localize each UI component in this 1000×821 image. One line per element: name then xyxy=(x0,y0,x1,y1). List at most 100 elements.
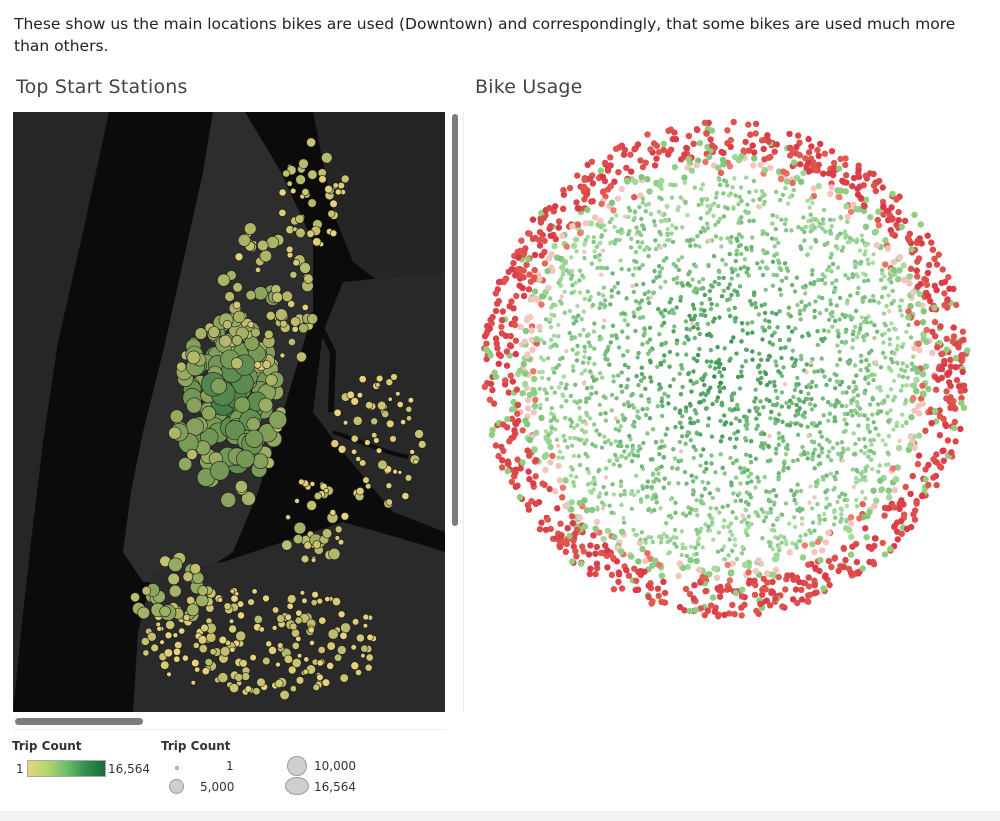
station-marker[interactable] xyxy=(258,397,274,413)
bike-bubble[interactable] xyxy=(695,321,700,327)
bike-bubble[interactable] xyxy=(629,236,634,241)
bike-bubble[interactable] xyxy=(531,288,539,295)
bike-bubble[interactable] xyxy=(742,517,747,522)
bike-bubble[interactable] xyxy=(840,450,845,456)
bike-bubble[interactable] xyxy=(634,225,639,230)
bike-bubble[interactable] xyxy=(744,347,750,353)
station-marker[interactable] xyxy=(340,622,351,634)
bike-bubble[interactable] xyxy=(885,411,890,416)
bike-bubble[interactable] xyxy=(886,462,891,467)
bike-bubble[interactable] xyxy=(702,308,707,313)
bike-bubble[interactable] xyxy=(739,198,744,204)
bike-bubble[interactable] xyxy=(674,305,679,310)
bike-bubble[interactable] xyxy=(608,441,614,447)
bike-bubble[interactable] xyxy=(597,258,602,263)
station-marker[interactable] xyxy=(303,273,314,284)
bike-bubble[interactable] xyxy=(584,396,589,401)
bike-bubble[interactable] xyxy=(528,336,535,344)
bike-bubble[interactable] xyxy=(895,217,902,224)
station-marker[interactable] xyxy=(182,571,194,583)
bike-bubble[interactable] xyxy=(762,474,767,480)
bike-bubble[interactable] xyxy=(698,463,703,468)
bike-bubble[interactable] xyxy=(786,338,792,343)
station-marker[interactable] xyxy=(385,378,394,387)
bike-bubble[interactable] xyxy=(593,518,601,526)
bike-bubble[interactable] xyxy=(546,204,553,212)
bike-bubble[interactable] xyxy=(647,337,653,342)
bike-bubble[interactable] xyxy=(660,403,665,409)
map-vertical-scrollbar[interactable] xyxy=(447,112,464,712)
bike-bubble[interactable] xyxy=(637,266,642,271)
bike-bubble[interactable] xyxy=(858,322,863,327)
bike-bubble[interactable] xyxy=(760,145,767,153)
station-marker[interactable] xyxy=(256,677,266,687)
station-marker[interactable] xyxy=(265,640,273,648)
bike-bubble[interactable] xyxy=(899,313,905,318)
bike-bubble[interactable] xyxy=(618,528,626,535)
bike-bubble[interactable] xyxy=(605,348,610,353)
bike-bubble[interactable] xyxy=(570,283,575,288)
bike-bubble[interactable] xyxy=(931,318,939,326)
bike-bubble[interactable] xyxy=(520,360,527,368)
bike-bubble[interactable] xyxy=(487,380,495,387)
bike-bubble[interactable] xyxy=(705,203,710,209)
bike-bubble[interactable] xyxy=(789,356,795,361)
bike-bubble[interactable] xyxy=(559,484,567,491)
bike-bubble[interactable] xyxy=(639,371,645,377)
station-marker[interactable] xyxy=(339,631,348,640)
bike-bubble[interactable] xyxy=(654,585,662,592)
bike-bubble[interactable] xyxy=(898,308,903,313)
bike-bubble[interactable] xyxy=(625,400,631,405)
bike-bubble[interactable] xyxy=(888,408,893,413)
bike-bubble[interactable] xyxy=(930,474,937,481)
bike-bubble[interactable] xyxy=(635,355,640,360)
bike-bubble[interactable] xyxy=(759,188,765,194)
bike-bubble[interactable] xyxy=(716,176,722,181)
bike-bubble[interactable] xyxy=(913,497,920,505)
bike-bubble[interactable] xyxy=(816,277,821,283)
bike-bubble[interactable] xyxy=(845,219,850,225)
bike-bubble[interactable] xyxy=(592,525,599,532)
bike-bubble[interactable] xyxy=(808,212,813,217)
station-marker[interactable] xyxy=(309,481,316,487)
bike-bubble[interactable] xyxy=(635,409,640,414)
bike-bubble[interactable] xyxy=(850,345,855,350)
bike-bubble[interactable] xyxy=(862,525,869,532)
bike-bubble[interactable] xyxy=(498,316,506,324)
bike-bubble[interactable] xyxy=(492,442,500,449)
bike-bubble[interactable] xyxy=(564,398,569,404)
bike-bubble[interactable] xyxy=(631,310,636,315)
station-marker[interactable] xyxy=(219,646,231,657)
bike-bubble[interactable] xyxy=(718,361,723,367)
bike-bubble[interactable] xyxy=(684,334,689,339)
bike-bubble[interactable] xyxy=(582,242,587,247)
bike-bubble[interactable] xyxy=(609,510,614,515)
bike-bubble[interactable] xyxy=(922,427,929,434)
station-marker[interactable] xyxy=(292,259,300,267)
bike-bubble[interactable] xyxy=(628,437,633,442)
bike-bubble[interactable] xyxy=(842,497,847,503)
bike-bubble[interactable] xyxy=(893,327,898,332)
bike-bubble[interactable] xyxy=(828,563,835,571)
bike-bubble[interactable] xyxy=(746,273,751,278)
bike-bubble[interactable] xyxy=(583,507,591,514)
bike-bubble[interactable] xyxy=(772,253,777,258)
bike-bubble[interactable] xyxy=(720,160,727,168)
bike-bubble[interactable] xyxy=(683,409,689,414)
station-marker[interactable] xyxy=(346,390,355,400)
bike-bubble[interactable] xyxy=(739,470,745,475)
bike-bubble[interactable] xyxy=(667,237,672,243)
bike-bubble[interactable] xyxy=(830,310,835,315)
bike-bubble[interactable] xyxy=(631,289,636,295)
bike-bubble[interactable] xyxy=(671,129,678,136)
bike-bubble[interactable] xyxy=(883,355,888,360)
bike-bubble[interactable] xyxy=(691,444,696,449)
bike-bubble[interactable] xyxy=(917,221,924,228)
bike-bubble[interactable] xyxy=(758,380,763,386)
bike-bubble[interactable] xyxy=(810,216,816,222)
station-marker[interactable] xyxy=(268,410,287,429)
bike-bubble[interactable] xyxy=(859,233,864,238)
bike-bubble[interactable] xyxy=(544,397,550,402)
bike-bubble[interactable] xyxy=(798,423,804,428)
bike-bubble[interactable] xyxy=(766,443,771,449)
